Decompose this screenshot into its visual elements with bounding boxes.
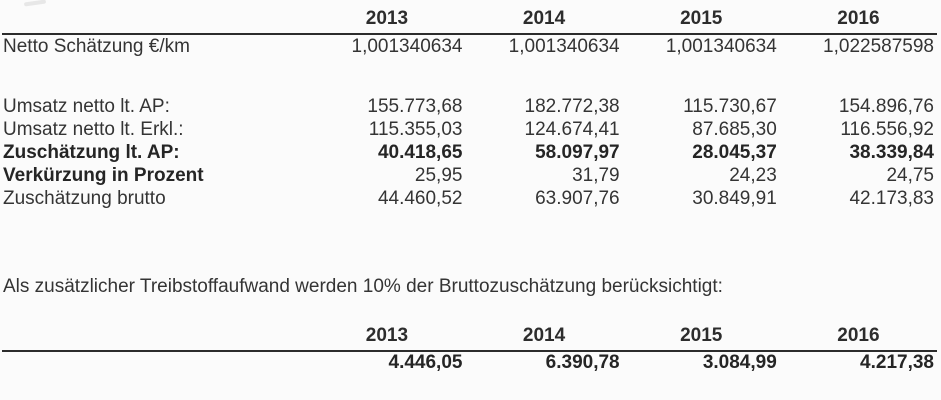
- cell-value: 31,79: [572, 164, 620, 186]
- year-header: 2013 2014 2015 2016: [2, 8, 937, 34]
- row-label: Umsatz netto lt. Erkl.:: [3, 118, 184, 140]
- cell-value: 24,23: [729, 164, 777, 186]
- cell-value: 4.217,38: [860, 352, 934, 373]
- cell-value: 24,75: [886, 164, 934, 186]
- scan-artifact: [23, 0, 47, 7]
- spacer-cell: [2, 59, 937, 95]
- cell-value: 58.097,97: [535, 141, 620, 163]
- cell-value: 182.772,38: [524, 95, 620, 117]
- fuel-expense-table: 2013 2014 2015 2016 4.446,05 6.390,78 3.084,9…: [2, 325, 937, 374]
- row-label: Verkürzung in Prozent: [3, 164, 204, 186]
- table-row: Umsatz netto lt. Erkl.: 115.355,03 124.674…: [2, 118, 937, 141]
- cell-value: 1,022587598: [823, 36, 934, 57]
- cell-value: 44.460,52: [377, 187, 463, 209]
- fuel-table-body: 4.446,05 6.390,78 3.084,99 4.217,38: [2, 351, 937, 374]
- year-header: 2013 2014 2015 2016: [2, 325, 937, 351]
- table-row: Verkürzung in Prozent 25,95 31,79 24,23 24,7…: [2, 164, 937, 187]
- year-column-header: 2015: [680, 325, 723, 346]
- row-label: [2, 351, 308, 374]
- cell-value: 4.446,05: [388, 352, 463, 373]
- year-header-row: 2013 2014 2015 2016: [2, 325, 937, 351]
- fuel-expense-note: Als zusätzlicher Treibstoffaufwand werde…: [3, 276, 723, 297]
- row-label: Netto Schätzung €/km: [3, 36, 190, 57]
- year-column-header: 2016: [837, 8, 880, 29]
- cell-value: 6.390,78: [545, 352, 620, 373]
- year-column-header: 2015: [680, 8, 723, 29]
- cell-value: 87.685,30: [692, 118, 777, 140]
- cell-value: 25,95: [414, 164, 463, 186]
- cell-value: 1,001340634: [665, 36, 777, 57]
- year-column-header: 2014: [522, 8, 566, 29]
- table-row: Zuschätzung brutto 44.460,52 63.907,76 30.8…: [2, 187, 937, 210]
- revenue-table-body: Netto Schätzung €/km 1,001340634 1,0013406…: [2, 34, 937, 210]
- year-column-header: 2013: [365, 325, 409, 346]
- cell-value: 124.674,41: [524, 118, 620, 140]
- header-spacer: [2, 325, 308, 351]
- year-column-header: 2014: [522, 325, 566, 346]
- table-row: Umsatz netto lt. AP: 155.773,68 182.772,38…: [2, 95, 937, 118]
- row-label: Zuschätzung brutto: [3, 187, 166, 209]
- cell-value: 42.173,83: [849, 187, 934, 209]
- cell-value: 115.355,03: [368, 118, 463, 140]
- table-row: Zuschätzung lt. AP: 40.418,65 58.097,97 28.…: [2, 141, 937, 164]
- year-column-header: 2016: [837, 325, 880, 346]
- cell-value: 63.907,76: [535, 187, 620, 209]
- spacer-row: [2, 59, 937, 95]
- cell-value: 116.556,92: [840, 118, 934, 140]
- year-header-row: 2013 2014 2015 2016: [2, 8, 937, 34]
- cell-value: 1,001340634: [351, 36, 463, 57]
- table-row: Netto Schätzung €/km 1,001340634 1,0013406…: [2, 34, 937, 59]
- revenue-estimation-table: 2013 2014 2015 2016 Netto Schätzung €/km 1,0…: [2, 8, 937, 210]
- cell-value: 28.045,37: [692, 141, 777, 163]
- cell-value: 154.896,76: [838, 95, 934, 117]
- table-row: 4.446,05 6.390,78 3.084,99 4.217,38: [2, 351, 937, 374]
- cell-value: 1,001340634: [508, 36, 620, 57]
- cell-value: 155.773,68: [367, 95, 463, 117]
- cell-value: 30.849,91: [692, 187, 777, 209]
- cell-value: 38.339,84: [849, 141, 934, 163]
- row-label: Zuschätzung lt. AP:: [3, 141, 180, 163]
- row-label: Umsatz netto lt. AP:: [3, 95, 170, 117]
- cell-value: 40.418,65: [377, 141, 463, 163]
- year-column-header: 2013: [365, 8, 409, 29]
- cell-value: 115.730,67: [683, 95, 777, 117]
- cell-value: 3.084,99: [702, 352, 777, 373]
- header-spacer: [2, 8, 308, 34]
